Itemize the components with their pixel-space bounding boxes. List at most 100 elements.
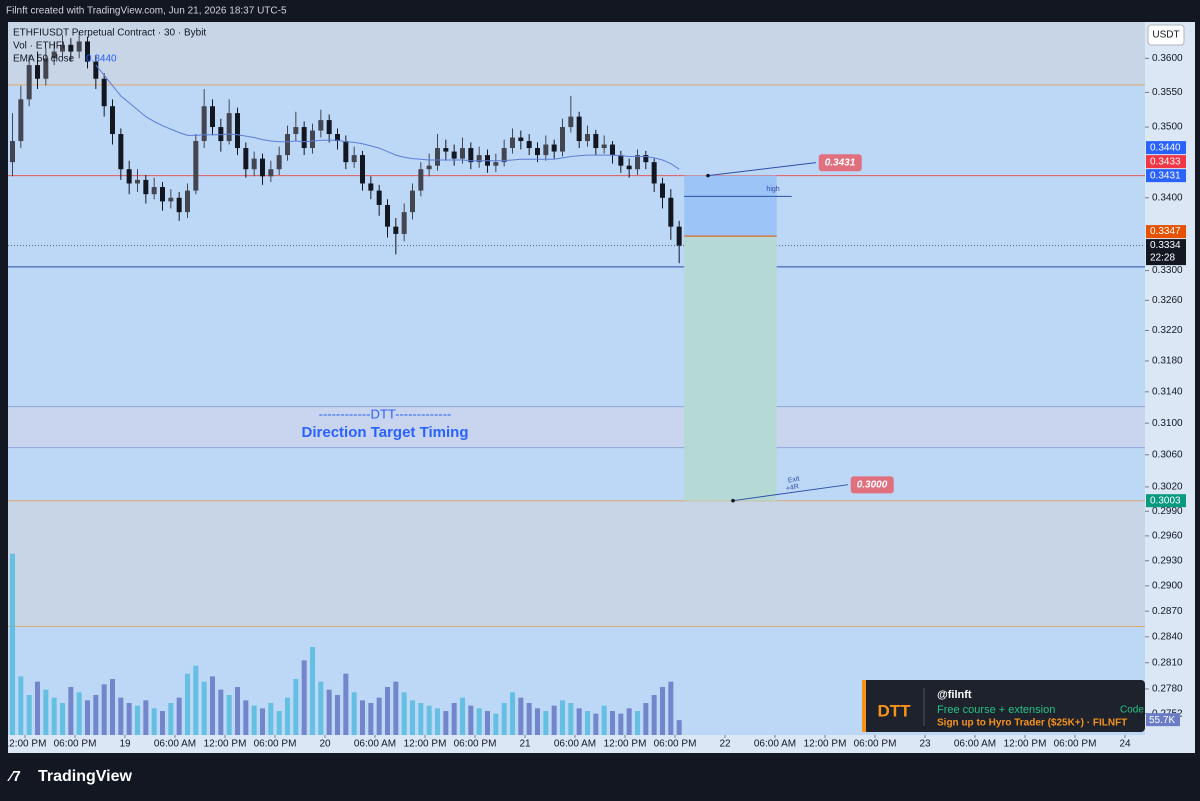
price-badge: [1146, 494, 1186, 508]
candle-body: [535, 148, 540, 156]
candle-body: [201, 106, 207, 142]
volume-bar: [243, 700, 249, 735]
legend-ema: EMA 50 close: [13, 54, 75, 65]
candle-body: [435, 148, 440, 166]
candle-body: [626, 165, 632, 170]
volume-bar: [335, 695, 340, 735]
x-tick-label: 06:00 AM: [954, 739, 996, 750]
volume-bar: [318, 681, 324, 735]
candle-body: [676, 226, 682, 246]
price-axis: [1145, 22, 1195, 735]
x-tick-label: 12:00 PM: [804, 739, 847, 750]
volume-bar: [435, 708, 440, 735]
promo-signup[interactable]: Sign up to Hyro Trader ($25K+) · FILNFT: [937, 718, 1127, 729]
y-tick-label: 0.2840: [1152, 631, 1183, 642]
candle-body: [568, 116, 574, 128]
target-zone: [684, 236, 777, 501]
price-badge: [1146, 239, 1186, 266]
y-tick-label: 0.3300: [1152, 265, 1183, 276]
ema-line: [95, 64, 680, 170]
currency-button[interactable]: [1147, 24, 1185, 46]
y-tick-label: 0.3020: [1152, 482, 1183, 493]
volume-bar: [618, 713, 624, 735]
volume-bar: [268, 703, 274, 735]
x-tick-label: 12:00 PM: [1004, 739, 1047, 750]
candle-body: [285, 134, 290, 156]
volume-bar: [485, 711, 490, 735]
candle-body: [501, 148, 507, 163]
promo-box: [862, 680, 1145, 732]
volume-bar: [76, 692, 82, 735]
candle-body: [126, 169, 132, 184]
price-badge: [1146, 169, 1186, 183]
time-axis: [8, 735, 1195, 753]
candle-body: [543, 144, 549, 156]
volume-badge-label: 55.7K: [1149, 715, 1175, 726]
candle-body: [360, 155, 365, 184]
volume-bar: [351, 692, 357, 735]
candle-body: [226, 113, 232, 142]
x-tick-label: 06:00 PM: [254, 739, 297, 750]
candle-body: [210, 106, 215, 128]
legend: ETHFIUSDT Perpetual Contract · 30 · Bybi…: [13, 28, 206, 65]
volume-bar: [226, 695, 232, 735]
x-tick-label: 23: [919, 739, 931, 750]
y-tick-label: 0.2930: [1152, 555, 1183, 566]
trend-label: 0.3000: [857, 479, 888, 490]
dtt-label: ------------DTT------------- Direction T…: [302, 406, 469, 441]
candle-body: [110, 106, 115, 135]
volume-bar: [493, 713, 499, 735]
legend-symbol: ETHFIUSDT Perpetual Contract · 30 · Bybi…: [13, 28, 206, 39]
volume-bar: [235, 687, 240, 735]
candle-body: [168, 197, 174, 202]
trend-line: [707, 162, 817, 177]
volume-bar: [126, 703, 132, 735]
price-badge-timer: 22:28: [1150, 253, 1175, 264]
volume-bar: [535, 708, 540, 735]
volume-bar: [135, 705, 140, 735]
zone: [8, 406, 1145, 448]
candle-body: [410, 190, 415, 213]
candle-body: [643, 155, 649, 163]
candle-body: [301, 127, 307, 149]
volume-bar: [293, 679, 299, 735]
candle-body: [293, 127, 299, 135]
volume-bar: [185, 673, 190, 735]
volume-bar: [468, 705, 474, 735]
stop-zone: [684, 175, 777, 237]
volume-bar: [360, 700, 365, 735]
volume-bar: [418, 703, 424, 735]
svg-text:⁄7: ⁄7: [7, 768, 21, 785]
overlay: 0.3600 0.3550 0.3500 0.3400 0.3300 0.3260 0.32…: [4, 53, 1186, 750]
candle-body: [468, 148, 474, 163]
y-tick-label: 0.2960: [1152, 531, 1183, 542]
candle-body: [76, 41, 82, 52]
volume-bar: [635, 711, 640, 735]
volume-bar: [643, 703, 649, 735]
candle-body: [426, 165, 432, 170]
volume-bar: [276, 711, 282, 735]
candle-body: [151, 187, 157, 195]
volume-bar: [526, 703, 532, 735]
x-tick-label: 22: [719, 739, 731, 750]
x-tick-label: 06:00 PM: [454, 739, 497, 750]
currency[interactable]: USDT: [1152, 30, 1179, 41]
candle-body: [268, 169, 274, 177]
volume-bar: [601, 705, 607, 735]
header: Filnft created with TradingView.com, Jun…: [6, 6, 287, 17]
price-badge: [1146, 141, 1186, 155]
volume-bar: [310, 647, 315, 735]
candle-body: [385, 204, 390, 227]
volume-bar: [51, 697, 57, 735]
dtt-line: ------------DTT-------------: [319, 406, 452, 421]
promo-code: Code: [1120, 705, 1144, 716]
candle-body: [93, 61, 99, 79]
candle-body: [251, 158, 257, 170]
candle-body: [335, 134, 340, 142]
y-tick-label: 0.3140: [1152, 386, 1183, 397]
volume-bar: [668, 681, 674, 735]
x-tick-label: 06:00 AM: [354, 739, 396, 750]
volume-bar: [10, 553, 15, 735]
